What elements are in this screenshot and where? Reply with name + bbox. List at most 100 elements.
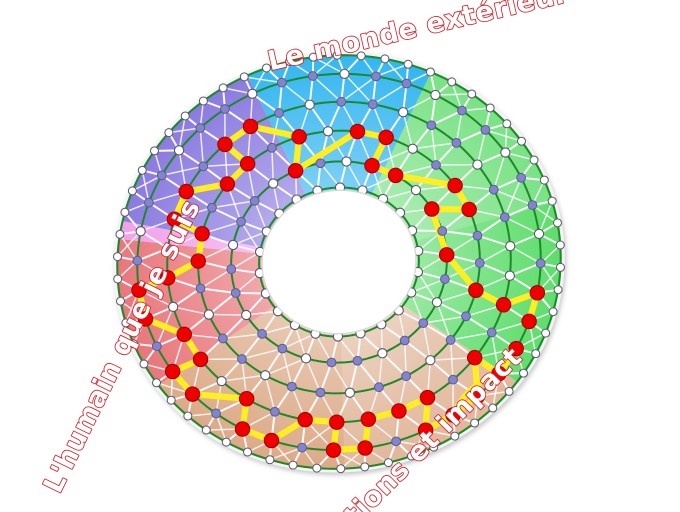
node-white xyxy=(116,296,126,306)
node-purple xyxy=(132,255,143,266)
node-red xyxy=(360,411,377,428)
node-white xyxy=(288,460,298,470)
node-red xyxy=(217,136,233,153)
node-purple xyxy=(499,212,510,223)
node-red xyxy=(160,270,176,286)
node-red xyxy=(234,421,251,437)
node-purple xyxy=(276,77,287,88)
node-white xyxy=(137,165,147,175)
node-red xyxy=(178,183,195,200)
node-white xyxy=(425,355,436,366)
node-white xyxy=(180,111,190,121)
node-purple xyxy=(418,318,429,329)
node-purple xyxy=(472,230,483,241)
node-white xyxy=(304,99,315,110)
node-purple xyxy=(163,243,174,254)
node-red xyxy=(137,311,154,327)
node-red xyxy=(447,177,463,194)
node-red xyxy=(131,282,147,298)
node-white xyxy=(447,77,457,87)
node-white xyxy=(183,411,193,421)
node-white xyxy=(120,207,130,217)
node-white xyxy=(115,229,125,239)
node-white xyxy=(268,178,279,189)
node-purple xyxy=(445,335,456,345)
node-white xyxy=(505,240,516,252)
node-red xyxy=(445,407,461,423)
node-red xyxy=(529,284,546,301)
node-white xyxy=(247,88,258,99)
node-white xyxy=(529,155,539,165)
node-purple xyxy=(352,355,363,366)
node-white xyxy=(541,328,551,338)
node-purple xyxy=(336,96,347,107)
node-white xyxy=(121,318,131,328)
node-white xyxy=(485,103,495,113)
node-white xyxy=(430,89,441,101)
node-purple xyxy=(237,354,247,364)
node-purple xyxy=(440,274,450,284)
node-purple xyxy=(401,78,412,89)
node-white xyxy=(380,54,390,64)
node-red xyxy=(325,442,342,458)
node-white xyxy=(467,89,477,99)
node-white xyxy=(149,146,159,156)
node-white xyxy=(555,262,565,272)
node-white xyxy=(552,218,562,228)
node-white xyxy=(356,51,366,61)
node-white xyxy=(241,309,252,321)
node-white xyxy=(227,239,239,251)
node-purple xyxy=(451,137,462,148)
node-white xyxy=(300,353,312,364)
node-purple xyxy=(474,258,485,268)
node-purple xyxy=(195,123,206,133)
node-purple xyxy=(371,71,381,82)
inner-fade-overlay xyxy=(117,55,561,469)
node-purple xyxy=(267,142,277,153)
node-red xyxy=(176,326,192,343)
node-white xyxy=(531,349,541,359)
node-white xyxy=(129,339,139,349)
node-white xyxy=(403,59,413,69)
node-white xyxy=(308,52,318,62)
node-purple xyxy=(144,197,154,208)
node-white xyxy=(322,126,334,137)
node-purple xyxy=(457,105,467,116)
center-hole xyxy=(261,189,417,335)
center-hole-shape xyxy=(261,189,417,335)
node-white xyxy=(312,463,322,473)
node-white xyxy=(265,455,275,465)
node-red xyxy=(391,403,407,419)
node-red xyxy=(508,340,524,357)
node-white xyxy=(539,175,549,185)
node-white xyxy=(113,252,123,262)
node-red xyxy=(328,414,345,430)
node-white xyxy=(344,387,356,398)
node-red xyxy=(291,129,307,145)
node-purple xyxy=(461,311,471,322)
node-red xyxy=(364,157,380,174)
node-white xyxy=(135,226,146,237)
node-purple xyxy=(480,125,491,135)
node-purple xyxy=(156,170,167,181)
node-red xyxy=(242,118,259,135)
node-purple xyxy=(401,371,411,382)
node-purple xyxy=(219,104,230,114)
node-purple xyxy=(286,381,297,392)
node-white xyxy=(516,136,526,146)
node-white xyxy=(113,274,123,284)
node-white xyxy=(239,72,249,82)
node-white xyxy=(407,143,418,154)
node-white xyxy=(339,68,350,80)
node-white xyxy=(173,145,185,156)
node-red xyxy=(239,156,256,172)
node-white xyxy=(500,147,511,158)
node-red xyxy=(166,211,183,227)
node-white xyxy=(406,451,416,461)
node-white xyxy=(425,67,435,77)
node-red xyxy=(263,432,280,449)
node-purple xyxy=(274,108,284,118)
node-white xyxy=(201,425,211,435)
